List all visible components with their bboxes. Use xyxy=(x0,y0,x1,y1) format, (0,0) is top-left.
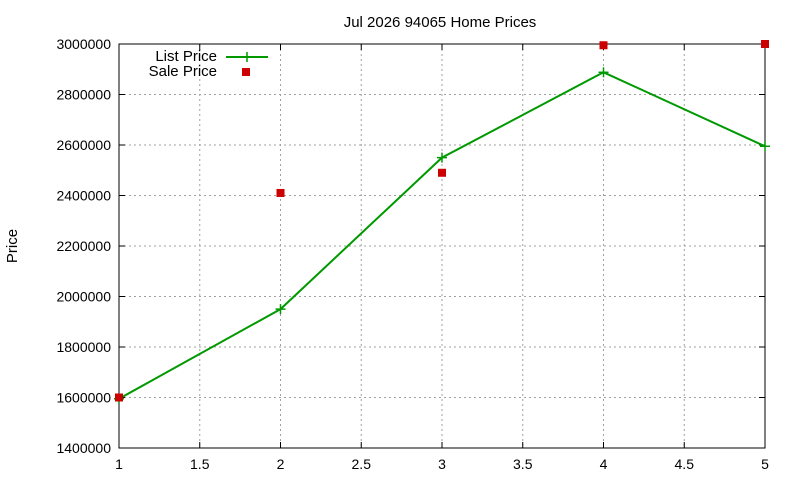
y-tick-label: 1800000 xyxy=(56,339,111,355)
series-layer xyxy=(114,40,770,404)
y-tick-label: 1400000 xyxy=(56,440,111,456)
x-tick-label: 4 xyxy=(600,456,608,472)
y-axis-label: Price xyxy=(4,229,21,263)
y-tick-label: 3000000 xyxy=(56,36,111,52)
data-point-list-price xyxy=(437,152,447,163)
legend-label-list-price: List Price xyxy=(155,48,217,65)
x-tick-label: 2 xyxy=(277,456,285,472)
grid-lines xyxy=(119,44,765,448)
chart-title: Jul 2026 94065 Home Prices xyxy=(344,14,537,31)
plot-frame xyxy=(118,43,766,449)
y-tick-label: 2600000 xyxy=(56,137,111,153)
legend-marker-list-price xyxy=(242,52,252,62)
x-tick-label: 4.5 xyxy=(675,456,695,472)
data-point-sale-price xyxy=(276,188,285,197)
data-point-list-price xyxy=(760,141,770,152)
x-tick-label: 3.5 xyxy=(513,456,533,472)
y-tick-label: 1600000 xyxy=(56,390,111,406)
y-tick-label: 2800000 xyxy=(56,87,111,103)
x-tick-label: 5 xyxy=(761,456,769,472)
x-tick-label: 1 xyxy=(115,456,123,472)
legend-label-sale-price: Sale Price xyxy=(149,63,217,80)
legend: List Price Sale Price xyxy=(149,48,268,80)
x-tick-label: 2.5 xyxy=(352,456,372,472)
data-point-sale-price xyxy=(115,393,123,402)
y-tick-label: 2200000 xyxy=(56,238,111,254)
legend-marker-sale-price xyxy=(242,68,250,76)
data-point-sale-price xyxy=(438,168,446,177)
data-point-list-price xyxy=(598,67,609,78)
axis-ticks: 1400000 1600000 1800000 2000000 2200000 24000… xyxy=(56,36,769,472)
data-point-sale-price xyxy=(599,41,608,50)
y-tick-label: 2400000 xyxy=(56,188,111,204)
data-point-sale-price xyxy=(761,40,769,48)
data-point-list-price xyxy=(275,304,286,315)
y-tick-label: 2000000 xyxy=(56,289,111,305)
x-tick-label: 1.5 xyxy=(190,456,210,472)
x-tick-label: 3 xyxy=(438,456,446,472)
